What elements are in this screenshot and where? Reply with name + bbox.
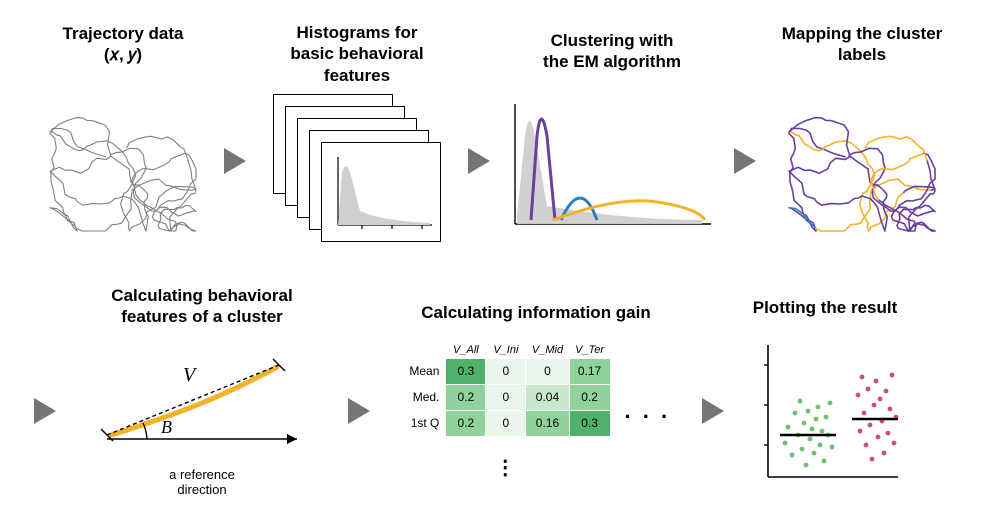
info-gain-table: V_AllV_IniV_MidV_TerMean0.3000.17Med.0.2… bbox=[402, 342, 611, 437]
svg-text:B: B bbox=[161, 417, 172, 437]
stage-title: Clustering with the EM algorithm bbox=[543, 30, 681, 73]
ellipsis-horizontal: . . . bbox=[625, 398, 671, 424]
reference-direction-label: a reference direction bbox=[169, 467, 235, 497]
em-curves-vis bbox=[507, 96, 717, 236]
stage-mapping-labels: Mapping the cluster labels bbox=[762, 23, 962, 244]
stage-cluster-features: Calculating behavioral features of a clu… bbox=[62, 285, 342, 498]
histogram-stack-vis bbox=[273, 94, 441, 244]
stage-plot-result: Plotting the result bbox=[730, 297, 920, 484]
stage-em-clustering: Clustering with the EM algorithm bbox=[496, 30, 728, 237]
trajectory-gray-vis bbox=[38, 73, 208, 243]
arrow-icon bbox=[696, 398, 730, 424]
arrow-icon bbox=[462, 148, 496, 174]
stage-title: Histograms for basic behavioral features bbox=[290, 22, 423, 86]
arrow-icon bbox=[28, 398, 62, 424]
stage-title: Calculating information gain bbox=[421, 302, 651, 323]
scatter-result-vis bbox=[750, 335, 900, 485]
pipeline-row-2: Calculating behavioral features of a clu… bbox=[0, 258, 1000, 518]
stage-info-gain: Calculating information gain V_AllV_IniV… bbox=[376, 302, 696, 479]
ellipsis-vertical: ⋮ bbox=[402, 455, 611, 480]
stage-title: Trajectory data (𝑥, 𝑦) bbox=[63, 23, 184, 66]
stage-trajectory-data: Trajectory data (𝑥, 𝑦) bbox=[28, 23, 218, 244]
info-gain-table-vis: V_AllV_IniV_MidV_TerMean0.3000.17Med.0.2… bbox=[402, 342, 670, 480]
arrow-icon bbox=[342, 398, 376, 424]
arrow-icon bbox=[728, 148, 762, 174]
vb-diagram-vis: VB bbox=[87, 335, 317, 465]
trajectory-colored-vis bbox=[777, 73, 947, 243]
stage-title: Calculating behavioral features of a clu… bbox=[111, 285, 292, 328]
stage-histograms: Histograms for basic behavioral features bbox=[252, 22, 462, 244]
pipeline-row-1: Trajectory data (𝑥, 𝑦) Histograms for ba… bbox=[0, 0, 1000, 258]
stage-title: Plotting the result bbox=[753, 297, 898, 318]
svg-text:V: V bbox=[183, 364, 198, 386]
stage-title: Mapping the cluster labels bbox=[782, 23, 943, 66]
arrow-icon bbox=[218, 148, 252, 174]
